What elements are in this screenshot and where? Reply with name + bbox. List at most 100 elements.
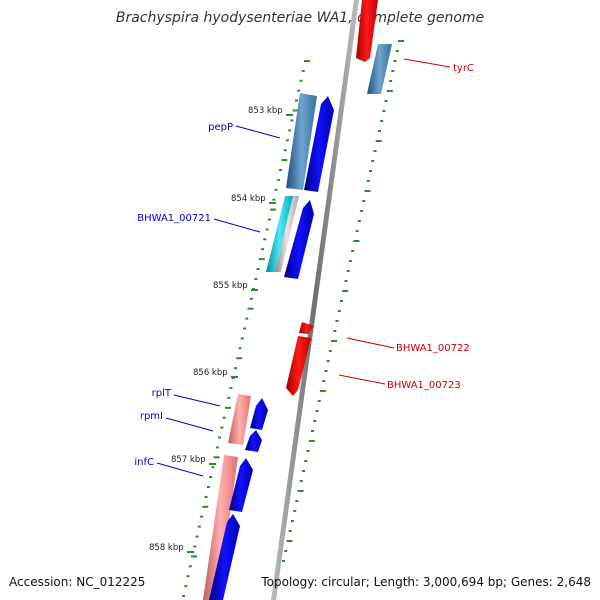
tick-dot: [200, 515, 204, 518]
tick-dot: [391, 70, 395, 72]
gene-BHWA1_00721-rna[interactable]: [266, 196, 293, 272]
tick-dot: [295, 500, 299, 502]
gene-pepP-cds[interactable]: [286, 93, 317, 190]
gene-rpmI-arrow[interactable]: [245, 430, 262, 452]
tick-dot: [377, 130, 381, 132]
gene-tyrC-arrow[interactable]: [356, 0, 378, 62]
tick-dot: [215, 446, 219, 449]
genome-summary: Topology: circular; Length: 3,000,694 bp…: [261, 575, 591, 589]
tick-dot: [290, 119, 294, 122]
tick-dot: [252, 287, 255, 290]
gene-BHWA1_00723-arrow[interactable]: [286, 336, 311, 396]
tick-dot: [353, 240, 360, 242]
tick-dot: [274, 188, 278, 191]
tick-labels: 853 kbp 854 kbp 855 kbp 856 kbp 857 kbp 858 k…: [149, 106, 293, 553]
tick-dot: [247, 307, 254, 310]
gene-tyrC-cds[interactable]: [367, 44, 392, 94]
gene-label-infC[interactable]: infC: [134, 457, 154, 468]
tick-label: 854 kbp: [231, 194, 266, 204]
gene-infC-arrow[interactable]: [229, 458, 253, 512]
tick-dot: [284, 550, 288, 552]
tick-dot: [355, 230, 359, 232]
tick-dot: [204, 495, 208, 498]
tick-dot: [213, 456, 220, 459]
tick-dot: [245, 317, 249, 320]
tick-dot: [191, 555, 197, 558]
tick-dot: [288, 530, 292, 532]
tick-dot: [328, 350, 332, 352]
tick-dot: [297, 89, 301, 92]
tick-dot: [371, 160, 375, 162]
gene-label-BHWA1_00722[interactable]: BHWA1_00722: [396, 343, 470, 354]
tick-dot: [348, 260, 352, 262]
tick-dot: [346, 270, 350, 272]
tick-dot: [393, 60, 397, 62]
gene-rplT-arrow[interactable]: [250, 398, 268, 430]
gene-label-pepP[interactable]: pepP: [208, 122, 233, 133]
callout-line: [213, 218, 261, 233]
tick-dot: [265, 228, 269, 231]
gene-label-rplT[interactable]: rplT: [152, 388, 172, 399]
tick-dot: [382, 110, 386, 112]
tick-dot: [258, 258, 265, 261]
tick-dot: [302, 470, 306, 472]
tick-dot: [243, 327, 246, 330]
tick-dot: [301, 69, 305, 72]
callout-line: [403, 58, 451, 68]
tick-dot: [222, 416, 226, 419]
gene-pepP-arrow[interactable]: [304, 96, 334, 192]
tick-dot: [261, 248, 265, 251]
tick-label: 856 kbp: [193, 368, 228, 378]
tick-dot: [317, 400, 321, 402]
callout-line: [165, 417, 214, 432]
tick-label: 858 kbp: [149, 543, 184, 553]
tick-dot: [364, 190, 371, 192]
tick-dot: [366, 180, 370, 182]
gene-label-BHWA1_00721[interactable]: BHWA1_00721: [137, 213, 211, 224]
gene-downstream-arrow[interactable]: [209, 514, 240, 600]
tick-dot: [331, 340, 338, 342]
tick-dot: [197, 525, 201, 528]
map-title: Brachyspira hyodysenteriae WA1, complete…: [115, 10, 485, 26]
tick-dot: [227, 396, 231, 399]
callout-line: [338, 374, 386, 385]
gene-label-rpmI[interactable]: rpmI: [140, 411, 163, 422]
gene-BHWA1_00721-cds[interactable]: [275, 196, 299, 272]
tick-dot: [211, 466, 215, 469]
tick-dot: [304, 60, 310, 62]
tick-dot: [324, 370, 328, 372]
gene-label-BHWA1_00723[interactable]: BHWA1_00723: [387, 380, 461, 391]
tick-mark: [209, 463, 216, 465]
tick-dot: [360, 210, 364, 212]
genome-backbone: [271, 0, 359, 600]
tick-dot: [333, 330, 337, 332]
tick-mark: [231, 376, 238, 378]
tick-dot: [335, 320, 339, 322]
tick-dot: [380, 120, 384, 122]
tick-dot: [282, 560, 285, 562]
tick-dot: [375, 140, 382, 142]
gene-infC-rrna[interactable]: [203, 455, 238, 600]
gene-label-tyrC[interactable]: tyrC: [453, 63, 474, 74]
tick-dot: [322, 380, 326, 382]
tick-dot: [398, 40, 404, 42]
gene-rplT-rrna[interactable]: [228, 394, 251, 445]
tick-dot: [234, 367, 237, 370]
tick-dot: [206, 486, 210, 488]
gene-BHWA1_00722-arrow[interactable]: [299, 322, 314, 334]
tick-dot: [202, 505, 209, 508]
tick-dot: [238, 347, 242, 350]
tick-mark: [251, 289, 258, 291]
tick-dot: [315, 410, 319, 412]
tick-dot: [337, 310, 341, 312]
tick-mark: [269, 202, 276, 204]
tick-dot: [195, 535, 199, 538]
tick-dot: [313, 420, 317, 422]
tick-dot: [326, 360, 330, 362]
gene-BHWA1_00721-arrow[interactable]: [284, 200, 314, 279]
tick-dot: [236, 357, 243, 360]
tick-dot: [389, 80, 393, 82]
tick-label: 855 kbp: [213, 281, 248, 291]
tick-dot: [186, 575, 190, 578]
tick-dot: [386, 90, 393, 92]
